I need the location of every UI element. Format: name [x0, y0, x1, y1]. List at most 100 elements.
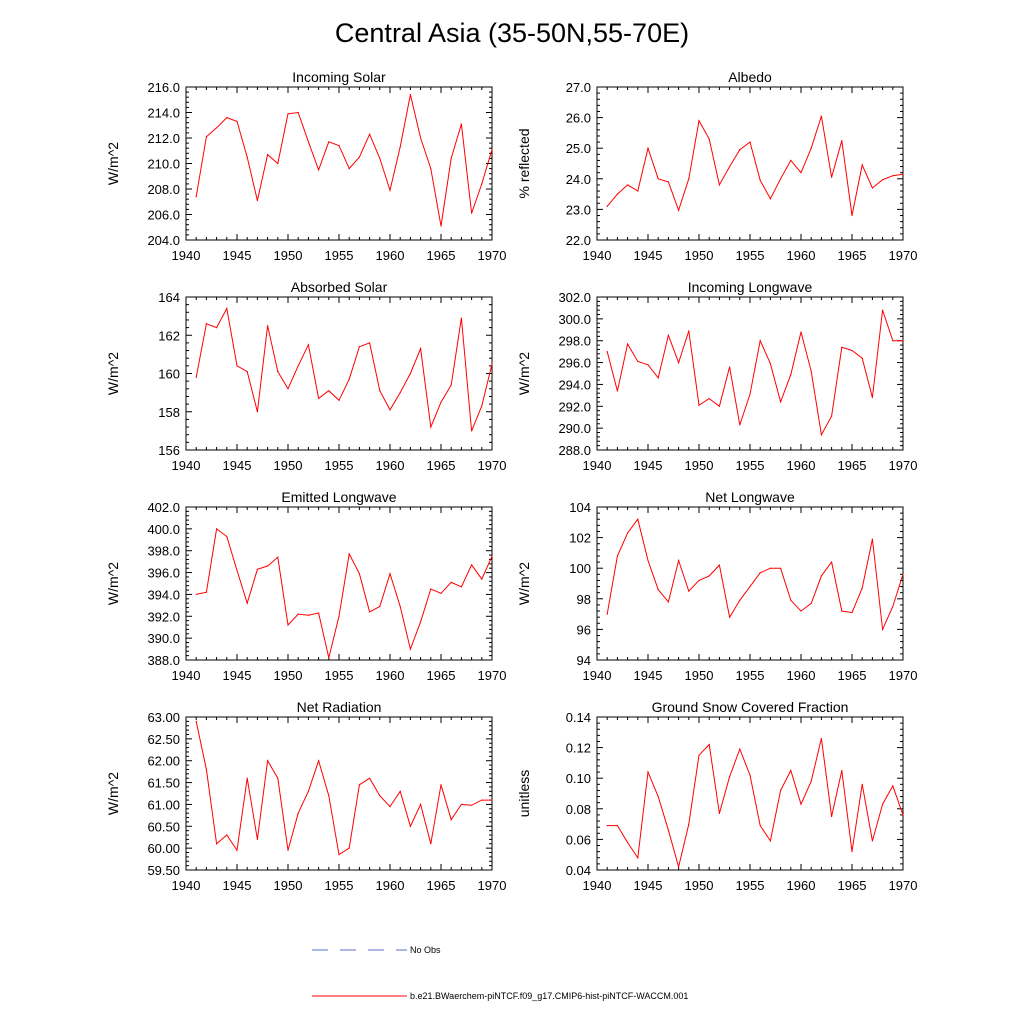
chart-panel-1: Incoming Solar W/m^2 1940 1945 1950 1955 1960 1… [105, 69, 506, 263]
data-point [678, 209, 680, 211]
x-tick-label: 1945 [634, 248, 663, 263]
data-point [831, 815, 833, 818]
data-point [759, 572, 761, 574]
data-point [657, 178, 659, 180]
legend-label-model: b.e21.BWaerchem-piNTCF.f09_g17.CMIP6-his… [410, 991, 688, 1001]
x-tick-label: 1970 [889, 248, 918, 263]
data-point [780, 401, 782, 403]
data-point [861, 164, 863, 166]
data-point [892, 785, 894, 787]
data-point [328, 795, 330, 797]
data-point [287, 624, 289, 626]
data-point [481, 183, 483, 185]
data-point [307, 790, 309, 792]
panel-title: Incoming Solar [292, 69, 386, 85]
data-point [420, 621, 422, 623]
data-point [892, 340, 894, 342]
data-point [841, 139, 843, 142]
data-point [616, 555, 619, 557]
data-point [810, 602, 812, 604]
data-point [256, 411, 258, 413]
data-point [882, 179, 884, 181]
x-tick-label: 1955 [325, 248, 354, 263]
y-tick-label: 292.0 [558, 399, 591, 414]
data-point [769, 363, 772, 365]
data-point [277, 777, 279, 779]
data-point [216, 528, 218, 530]
y-tick-label: 59.50 [147, 863, 180, 878]
data-point [708, 398, 710, 400]
x-tick-label: 1950 [685, 248, 714, 263]
data-point [246, 777, 248, 779]
x-tick-label: 1970 [889, 878, 918, 893]
data-point [450, 819, 452, 821]
data-point [338, 399, 340, 401]
y-tick-label: 206.0 [147, 208, 180, 223]
data-point [902, 573, 904, 575]
data-point [800, 610, 802, 612]
x-tick-label: 1945 [634, 458, 663, 473]
data-point [267, 153, 269, 156]
y-tick-label: 94 [577, 653, 591, 668]
x-tick-label: 1950 [274, 458, 303, 473]
x-tick-label: 1960 [376, 878, 405, 893]
data-point [430, 843, 432, 845]
plot-frame [596, 716, 904, 871]
data-point [318, 760, 320, 762]
y-tick-label: 388.0 [147, 653, 180, 668]
x-tick-label: 1950 [274, 878, 303, 893]
data-point [236, 569, 238, 571]
data-point [409, 648, 411, 650]
data-point [637, 857, 639, 859]
plot-frame [596, 86, 904, 241]
data-point [688, 178, 690, 180]
x-tick-label: 1945 [223, 878, 252, 893]
data-point [780, 789, 782, 792]
data-point [348, 168, 350, 170]
y-axis-label: % reflected [516, 128, 532, 198]
data-point [810, 370, 812, 372]
y-tick-label: 22.0 [566, 233, 591, 248]
data-point [195, 376, 197, 378]
data-point [491, 799, 493, 801]
x-tick-label: 1960 [376, 458, 405, 473]
data-point [369, 133, 371, 135]
data-point [277, 162, 279, 165]
y-tick-label: 294.0 [558, 377, 591, 392]
data-point [389, 189, 391, 191]
data-point [369, 777, 371, 779]
data-point [216, 127, 218, 129]
data-point [195, 720, 197, 722]
data-point [657, 589, 659, 591]
data-point [647, 147, 649, 149]
x-tick-label: 1940 [172, 878, 201, 893]
y-tick-label: 302.0 [558, 290, 591, 305]
data-point [657, 795, 659, 798]
data-point [287, 849, 289, 851]
data-point [328, 141, 330, 143]
x-tick-label: 1960 [376, 668, 405, 683]
chart-panel-8: Ground Snow Covered Fraction unitless 1940… [516, 699, 917, 893]
data-point [790, 373, 792, 376]
data-point [246, 602, 248, 604]
panel-title: Emitted Longwave [281, 489, 396, 505]
data-point [790, 159, 792, 162]
panel-title: Absorbed Solar [291, 279, 388, 295]
data-point [780, 178, 782, 180]
data-point [471, 430, 473, 432]
data-point [358, 156, 360, 158]
data-point [688, 330, 690, 332]
data-point [667, 829, 670, 831]
data-point [216, 843, 218, 845]
chart-panel-3: Absorbed Solar W/m^2 1940 1945 1950 1955 1960 1… [105, 279, 506, 473]
y-tick-label: 402.0 [147, 500, 180, 515]
data-point [606, 825, 608, 827]
data-point [708, 743, 710, 746]
data-point [205, 591, 207, 593]
data-point [318, 612, 320, 614]
data-point [698, 579, 700, 582]
y-axis-label: W/m^2 [105, 562, 121, 605]
y-tick-label: 0.12 [566, 741, 591, 756]
